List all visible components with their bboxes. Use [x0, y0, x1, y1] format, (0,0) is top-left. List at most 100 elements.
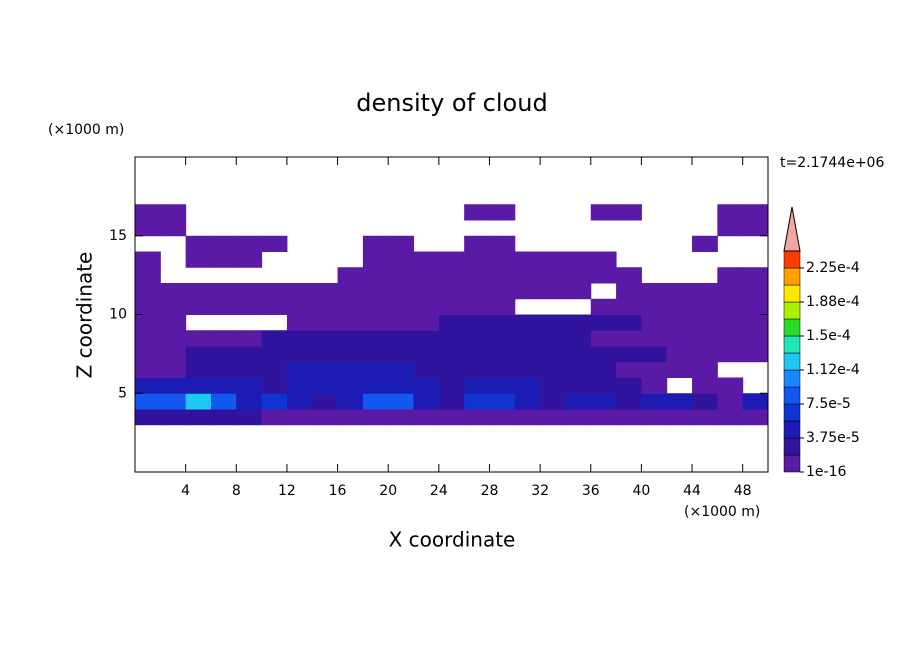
x-tick-label: 4	[181, 483, 190, 499]
contour-cell	[312, 330, 339, 347]
contour-cell	[641, 346, 668, 363]
contour-cell	[489, 283, 516, 300]
contour-cell	[692, 330, 718, 347]
contour-cell	[540, 361, 566, 378]
contour-cell	[717, 409, 744, 426]
contour-cell	[489, 267, 516, 284]
x-tick-label: 32	[531, 483, 549, 499]
contour-cell	[160, 220, 187, 237]
contour-cell	[489, 346, 516, 363]
contour-cell	[185, 298, 212, 315]
colorbar-band	[783, 250, 801, 269]
contour-cell	[692, 314, 718, 331]
contour-cell	[464, 377, 490, 394]
contour-cell	[388, 251, 415, 268]
x-unit: (×1000 m)	[684, 504, 760, 520]
contour-cell	[261, 283, 288, 300]
contour-cell	[641, 393, 668, 410]
contour-cell	[210, 393, 237, 410]
contour-cell	[185, 235, 212, 252]
x-tick-label: 36	[582, 483, 600, 499]
y-tick-label: 15	[109, 228, 127, 244]
contour-cell	[616, 361, 642, 378]
contour-cell	[565, 251, 592, 268]
contour-cell	[185, 393, 212, 410]
contour-cell	[135, 409, 161, 426]
contour-cell	[388, 377, 415, 394]
contour-cell	[337, 314, 364, 331]
contour-cell	[210, 330, 237, 347]
contour-cell	[590, 314, 617, 331]
contour-cell	[540, 283, 566, 300]
contour-cell	[438, 251, 465, 268]
x-tick-label: 44	[683, 483, 701, 499]
contour-cell	[489, 393, 516, 410]
contour-cell	[160, 377, 187, 394]
contour-cell	[616, 204, 642, 221]
contour-cell	[438, 330, 465, 347]
contour-cell	[362, 330, 389, 347]
contour-cell	[464, 346, 490, 363]
contour-cell	[261, 330, 288, 347]
contour-cell	[135, 204, 161, 221]
contour-cell	[413, 267, 440, 284]
contour-cell	[464, 251, 490, 268]
contour-cell	[135, 267, 161, 284]
contour-cell	[616, 267, 642, 284]
contour-cell	[337, 330, 364, 347]
contour-cell	[438, 361, 465, 378]
contour-cell	[565, 393, 592, 410]
contour-cell	[236, 409, 263, 426]
colorbar-band	[783, 267, 801, 286]
contour-cell	[362, 251, 389, 268]
contour-cell	[565, 330, 592, 347]
contour-cell	[464, 298, 490, 315]
contour-cell	[540, 314, 566, 331]
contour-cell	[236, 393, 263, 410]
contour-cell	[362, 267, 389, 284]
contour-cell	[742, 220, 769, 237]
contour-cell	[160, 409, 187, 426]
chart-title: density of cloud	[356, 89, 547, 117]
contour-cell	[641, 298, 668, 315]
contour-cell	[413, 377, 440, 394]
contour-cell	[616, 314, 642, 331]
contour-cell	[514, 251, 541, 268]
contour-cell	[717, 346, 744, 363]
contour-cell	[590, 298, 617, 315]
contour-cell	[286, 393, 313, 410]
contour-cell	[590, 251, 617, 268]
x-tick-label: 24	[430, 483, 448, 499]
contour-cell	[540, 393, 566, 410]
contour-cell	[540, 409, 566, 426]
contour-cell	[590, 409, 617, 426]
contour-cell	[590, 346, 617, 363]
contour-cell	[666, 330, 693, 347]
contour-cell	[261, 377, 288, 394]
contour-cell	[514, 346, 541, 363]
x-tick-label: 48	[734, 483, 752, 499]
contour-cell	[717, 330, 744, 347]
contour-cell	[312, 283, 339, 300]
contour-cell	[362, 377, 389, 394]
contour-cell	[362, 283, 389, 300]
contour-cell	[565, 361, 592, 378]
contour-cell	[616, 283, 642, 300]
contour-cell	[666, 283, 693, 300]
contour-cell	[236, 235, 263, 252]
contour-cell	[717, 377, 744, 394]
contour-cell	[135, 314, 161, 331]
contour-cell	[692, 361, 718, 378]
contour-cell	[565, 314, 592, 331]
contour-cell	[362, 393, 389, 410]
contour-cell	[616, 346, 642, 363]
contour-cell	[590, 330, 617, 347]
contour-cell	[160, 330, 187, 347]
contour-cell	[590, 393, 617, 410]
contour-cell	[261, 298, 288, 315]
contour-cell	[464, 393, 490, 410]
contour-cell	[514, 409, 541, 426]
contour-cell	[337, 409, 364, 426]
contour-cell	[236, 283, 263, 300]
contour-cell	[464, 409, 490, 426]
